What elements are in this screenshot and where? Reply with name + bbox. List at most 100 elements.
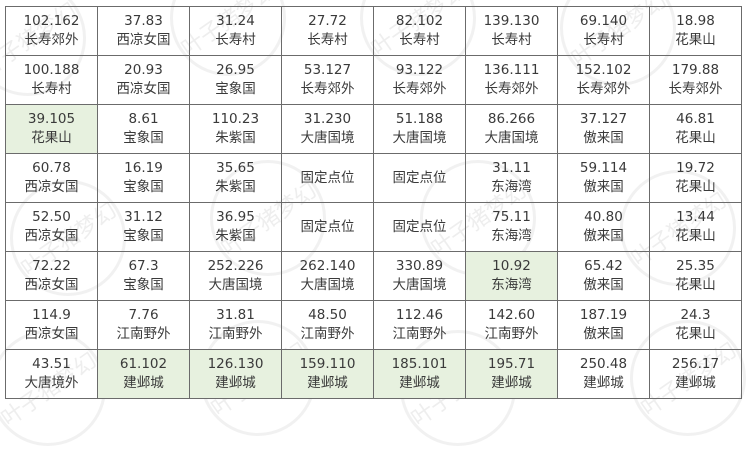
coordinate-value: 252.226: [207, 258, 264, 274]
table-cell: 82.102 长寿村: [373, 6, 466, 56]
location-name: 花果山: [675, 179, 716, 195]
location-name: 花果山: [675, 277, 716, 293]
location-name: 建邺城: [123, 375, 164, 391]
coordinate-value: 59.114: [579, 160, 628, 176]
table-cell: 31.81 江南野外: [189, 300, 282, 350]
table-cell: 185.101 建邺城: [373, 349, 466, 399]
coordinate-value: 112.46: [395, 307, 444, 323]
table-cell: 102.162 长寿郊外: [5, 6, 98, 56]
table-cell: 37.127 傲来国: [557, 104, 650, 154]
location-name: 长寿村: [399, 32, 440, 48]
coordinate-value: 93.122: [395, 62, 444, 78]
location-name: 长寿郊外: [668, 81, 723, 97]
coordinate-value: 48.50: [308, 307, 347, 323]
location-name: 建邺城: [215, 375, 256, 391]
coordinate-value: 60.78: [32, 160, 71, 176]
coordinate-value: 61.102: [119, 356, 168, 372]
coordinate-value: 136.111: [483, 62, 540, 78]
table-cell: 31.11 东海湾: [465, 153, 558, 203]
table-cell: 61.102 建邺城: [97, 349, 190, 399]
coordinate-value: 75.11: [492, 209, 531, 225]
coordinate-value: 20.93: [124, 62, 163, 78]
location-name: 大唐国境: [484, 130, 539, 146]
coordinate-value: 256.17: [671, 356, 720, 372]
table-row: 39.105 花果山 8.61 宝象国 110.23 朱紫国 31.230 大唐国境 51.18…: [5, 104, 742, 154]
coordinate-value: 8.61: [128, 111, 159, 127]
location-name: 傲来国: [583, 277, 624, 293]
location-name: 大唐国境: [392, 130, 447, 146]
location-name: 花果山: [31, 130, 72, 146]
table-cell: 24.3 花果山: [649, 300, 742, 350]
table-cell: 固定点位: [281, 153, 374, 203]
coordinate-value: 31.24: [216, 13, 255, 29]
coordinate-value: 65.42: [584, 258, 623, 274]
table-cell: 330.89 大唐国境: [373, 251, 466, 301]
location-name: 长寿郊外: [484, 81, 539, 97]
table-cell: 19.72 花果山: [649, 153, 742, 203]
location-name: 花果山: [675, 326, 716, 342]
location-name: 傲来国: [583, 326, 624, 342]
table-cell: 256.17 建邺城: [649, 349, 742, 399]
coordinate-table: 102.162 长寿郊外 37.83 西凉女国 31.24 长寿村 27.72 长寿村 82.1…: [5, 6, 742, 399]
location-name: 固定点位: [392, 218, 447, 235]
table-row: 72.22 西凉女国 67.3 宝象国 252.226 大唐国境 262.140 大唐国境 33…: [5, 251, 742, 301]
location-name: 大唐国境: [208, 277, 263, 293]
coordinate-value: 102.162: [23, 13, 80, 29]
coordinate-value: 51.188: [395, 111, 444, 127]
coordinate-value: 159.110: [299, 356, 356, 372]
table-cell: 100.188 长寿村: [5, 55, 98, 105]
table-cell: 72.22 西凉女国: [5, 251, 98, 301]
table-cell: 110.23 朱紫国: [189, 104, 282, 154]
table-cell: 36.95 朱紫国: [189, 202, 282, 252]
table-cell: 48.50 江南野外: [281, 300, 374, 350]
table-cell: 262.140 大唐国境: [281, 251, 374, 301]
location-name: 建邺城: [307, 375, 348, 391]
location-name: 宝象国: [123, 179, 164, 195]
coordinate-value: 24.3: [680, 307, 711, 323]
table-cell: 13.44 花果山: [649, 202, 742, 252]
table-cell: 53.127 长寿郊外: [281, 55, 374, 105]
coordinate-value: 35.65: [216, 160, 255, 176]
table-cell: 25.35 花果山: [649, 251, 742, 301]
table-cell: 40.80 傲来国: [557, 202, 650, 252]
location-name: 江南野外: [116, 326, 171, 342]
coordinate-value: 82.102: [395, 13, 444, 29]
location-name: 傲来国: [583, 130, 624, 146]
location-name: 宝象国: [123, 130, 164, 146]
location-name: 大唐国境: [300, 277, 355, 293]
table-cell: 69.140 长寿村: [557, 6, 650, 56]
coordinate-value: 16.19: [124, 160, 163, 176]
coordinate-value: 72.22: [32, 258, 71, 274]
table-cell: 固定点位: [281, 202, 374, 252]
location-name: 大唐国境: [392, 277, 447, 293]
location-name: 长寿郊外: [576, 81, 631, 97]
table-cell: 43.51 大唐境外: [5, 349, 98, 399]
table-cell: 18.98 花果山: [649, 6, 742, 56]
location-name: 江南野外: [484, 326, 539, 342]
location-name: 西凉女国: [24, 277, 79, 293]
location-name: 朱紫国: [215, 228, 256, 244]
location-name: 建邺城: [583, 375, 624, 391]
table-cell: 114.9 西凉女国: [5, 300, 98, 350]
coordinate-value: 27.72: [308, 13, 347, 29]
coordinate-value: 262.140: [299, 258, 356, 274]
coordinate-value: 7.76: [128, 307, 159, 323]
table-cell: 67.3 宝象国: [97, 251, 190, 301]
table-cell: 142.60 江南野外: [465, 300, 558, 350]
table-cell: 固定点位: [373, 202, 466, 252]
table-cell: 252.226 大唐国境: [189, 251, 282, 301]
coordinate-value: 37.83: [124, 13, 163, 29]
location-name: 大唐境外: [24, 375, 79, 391]
table-cell: 8.61 宝象国: [97, 104, 190, 154]
table-cell: 86.266 大唐国境: [465, 104, 558, 154]
coordinate-value: 37.127: [579, 111, 628, 127]
location-name: 东海湾: [491, 277, 532, 293]
table-row: 100.188 长寿村 20.93 西凉女国 26.95 宝象国 53.127 长寿郊外 93.…: [5, 55, 742, 105]
table-cell: 31.12 宝象国: [97, 202, 190, 252]
coordinate-value: 114.9: [32, 307, 71, 323]
location-name: 固定点位: [392, 169, 447, 186]
location-name: 江南野外: [208, 326, 263, 342]
location-name: 东海湾: [491, 228, 532, 244]
table-cell: 31.230 大唐国境: [281, 104, 374, 154]
location-name: 固定点位: [300, 218, 355, 235]
